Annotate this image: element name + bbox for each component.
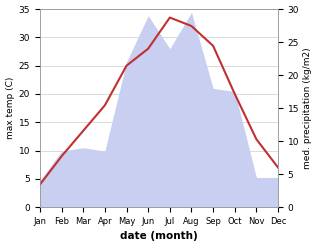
Y-axis label: max temp (C): max temp (C) [5,77,15,139]
Y-axis label: med. precipitation (kg/m2): med. precipitation (kg/m2) [303,47,313,169]
X-axis label: date (month): date (month) [120,231,198,242]
